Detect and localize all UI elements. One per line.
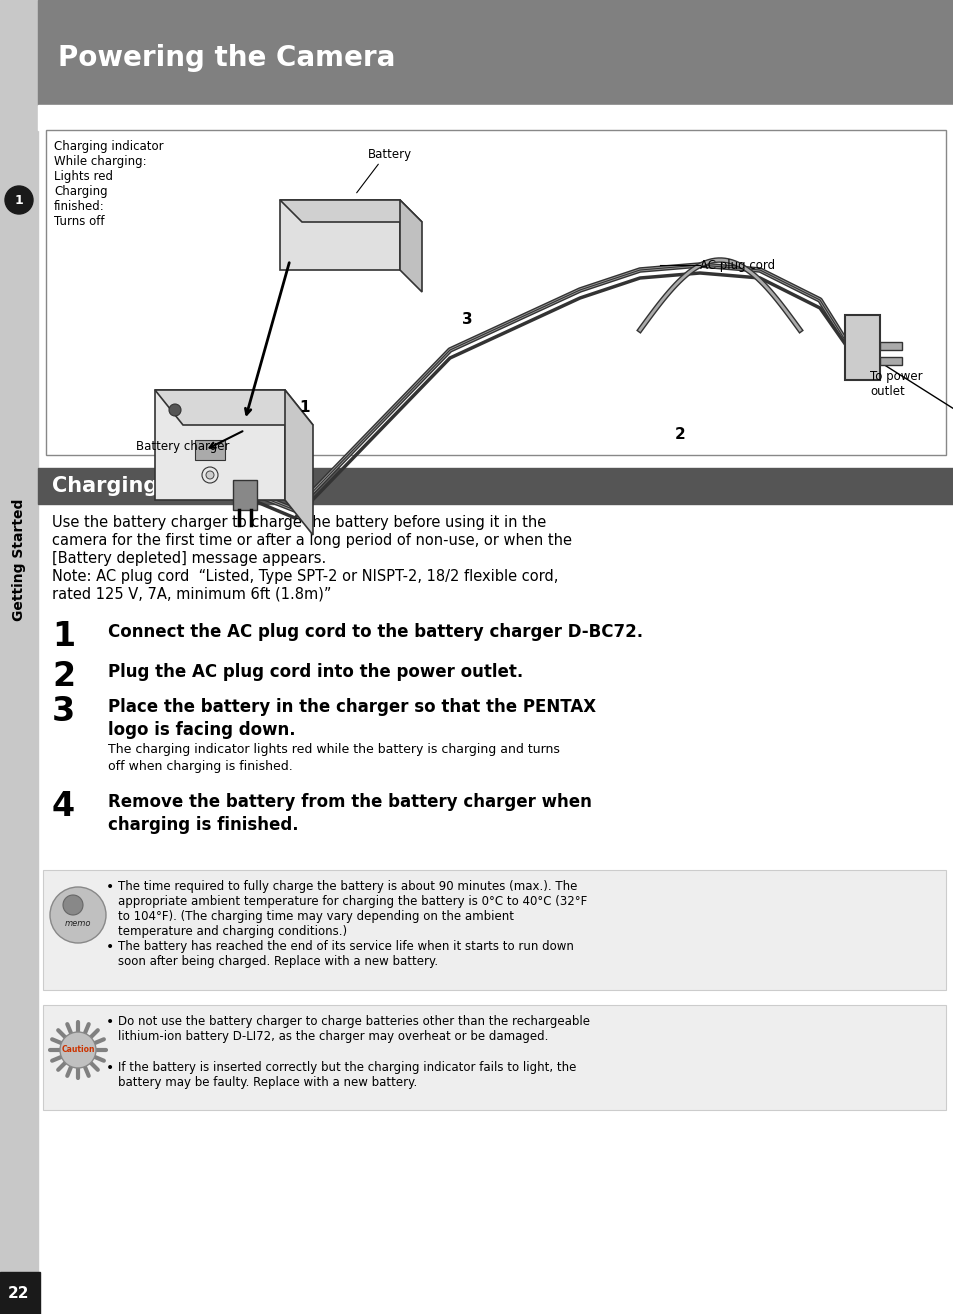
Text: 3: 3: [52, 695, 75, 728]
Bar: [879, 357, 901, 365]
Polygon shape: [844, 315, 879, 380]
Text: memo: memo: [65, 918, 91, 928]
Polygon shape: [194, 440, 225, 460]
Circle shape: [206, 470, 213, 480]
Text: Use the battery charger to charge the battery before using it in the: Use the battery charger to charge the ba…: [52, 515, 546, 530]
Bar: [38, 105, 953, 130]
Bar: [0, 0, 38, 1314]
Polygon shape: [154, 390, 313, 424]
Text: Powering the Camera: Powering the Camera: [58, 43, 395, 71]
Circle shape: [63, 895, 83, 915]
Polygon shape: [154, 390, 285, 501]
Bar: [0, 1272, 40, 1314]
Text: soon after being charged. Replace with a new battery.: soon after being charged. Replace with a…: [118, 955, 437, 968]
Bar: [233, 480, 256, 510]
Circle shape: [5, 187, 33, 214]
Text: Caution: Caution: [61, 1046, 94, 1055]
Text: The charging indicator lights red while the battery is charging and turns
off wh: The charging indicator lights red while …: [108, 742, 559, 773]
Circle shape: [50, 887, 106, 943]
Text: to 104°F). (The charging time may vary depending on the ambient: to 104°F). (The charging time may vary d…: [118, 911, 514, 922]
Text: Battery: Battery: [368, 148, 412, 162]
Bar: [38, 468, 953, 505]
Polygon shape: [280, 200, 421, 222]
Text: Do not use the battery charger to charge batteries other than the rechargeable: Do not use the battery charger to charge…: [118, 1014, 589, 1028]
Text: Lights red: Lights red: [54, 170, 112, 183]
Text: 1: 1: [52, 620, 75, 653]
Text: Plug the AC plug cord into the power outlet.: Plug the AC plug cord into the power out…: [108, 664, 522, 681]
Bar: [879, 342, 901, 350]
Polygon shape: [280, 200, 399, 269]
Text: Turns off: Turns off: [54, 215, 105, 229]
Text: Charging: Charging: [54, 185, 108, 198]
Text: To power: To power: [869, 371, 922, 382]
Text: 2: 2: [674, 427, 684, 443]
Text: If the battery is inserted correctly but the charging indicator fails to light, : If the battery is inserted correctly but…: [118, 1060, 576, 1074]
Text: Charging the Battery: Charging the Battery: [52, 476, 299, 495]
Text: 3: 3: [461, 313, 472, 327]
Text: Note: AC plug cord  “Listed, Type SPT-2 or NISPT-2, 18/2 flexible cord,: Note: AC plug cord “Listed, Type SPT-2 o…: [52, 569, 558, 583]
Circle shape: [60, 1031, 96, 1068]
Text: appropriate ambient temperature for charging the battery is 0°C to 40°C (32°F: appropriate ambient temperature for char…: [118, 895, 587, 908]
Text: Charging indicator: Charging indicator: [54, 141, 164, 152]
Text: Connect the AC plug cord to the battery charger D-BC72.: Connect the AC plug cord to the battery …: [108, 623, 642, 641]
Text: rated 125 V, 7A, minimum 6ft (1.8m)”: rated 125 V, 7A, minimum 6ft (1.8m)”: [52, 587, 331, 602]
Text: 1: 1: [299, 401, 310, 415]
Text: 1: 1: [14, 193, 24, 206]
Polygon shape: [399, 200, 421, 292]
Bar: [43, 870, 945, 989]
Text: lithium-ion battery D-LI72, as the charger may overheat or be damaged.: lithium-ion battery D-LI72, as the charg…: [118, 1030, 548, 1043]
Text: Battery charger: Battery charger: [136, 440, 230, 453]
Polygon shape: [285, 390, 313, 535]
Text: Getting Started: Getting Started: [12, 499, 26, 622]
Text: The time required to fully charge the battery is about 90 minutes (max.). The: The time required to fully charge the ba…: [118, 880, 577, 894]
Bar: [46, 130, 945, 455]
Text: •: •: [106, 940, 114, 954]
Text: The battery has reached the end of its service life when it starts to run down: The battery has reached the end of its s…: [118, 940, 574, 953]
Text: finished:: finished:: [54, 200, 105, 213]
Text: battery may be faulty. Replace with a new battery.: battery may be faulty. Replace with a ne…: [118, 1076, 416, 1089]
Text: 22: 22: [9, 1285, 30, 1301]
Text: While charging:: While charging:: [54, 155, 147, 168]
Text: [Battery depleted] message appears.: [Battery depleted] message appears.: [52, 551, 326, 566]
Text: camera for the first time or after a long period of non-use, or when the: camera for the first time or after a lon…: [52, 533, 572, 548]
Text: AC plug cord: AC plug cord: [700, 259, 774, 272]
Text: 4: 4: [52, 790, 75, 823]
Circle shape: [202, 466, 218, 484]
Bar: [43, 1005, 945, 1110]
Text: Remove the battery from the battery charger when
charging is finished.: Remove the battery from the battery char…: [108, 794, 591, 834]
Text: 2: 2: [52, 660, 75, 692]
Circle shape: [169, 403, 181, 417]
Text: •: •: [106, 880, 114, 894]
Text: •: •: [106, 1014, 114, 1029]
Text: outlet: outlet: [869, 385, 903, 398]
Text: •: •: [106, 1060, 114, 1075]
Text: temperature and charging conditions.): temperature and charging conditions.): [118, 925, 347, 938]
Bar: [38, 0, 953, 105]
Text: Place the battery in the charger so that the PENTAX
logo is facing down.: Place the battery in the charger so that…: [108, 698, 596, 738]
